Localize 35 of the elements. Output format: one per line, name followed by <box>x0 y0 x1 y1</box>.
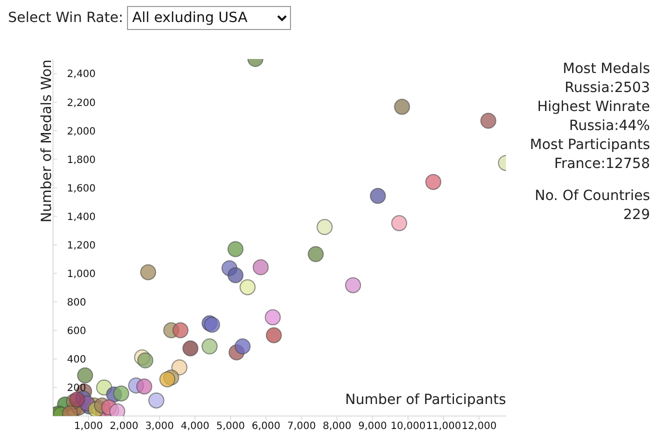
y-tick-label: 600 <box>67 326 86 337</box>
y-tick-label: 800 <box>67 297 86 308</box>
x-tick-label: 3,000 <box>145 421 174 432</box>
x-tick-label: 12,000 <box>462 421 497 432</box>
y-tick-label: 2,400 <box>67 69 96 80</box>
text: Select Win Rate: <box>8 10 124 26</box>
x-tick-label: 5,000 <box>216 421 245 432</box>
text: Russia:44% <box>568 117 650 136</box>
text: Russia:2503 <box>564 79 650 98</box>
x-tick-label: 10,000 <box>390 421 426 432</box>
text: 229 <box>622 206 650 225</box>
y-tick-label: 1,000 <box>67 268 96 280</box>
y-axis-title: Number of Medals Won <box>39 60 55 222</box>
x-tick-label: 4,000 <box>180 421 210 432</box>
x-tick-label: 11,000 <box>426 421 462 432</box>
y-tick-label: 400 <box>67 354 86 366</box>
x-tick-label: 9,000 <box>358 421 387 432</box>
x-axis-title: Number of Participants <box>345 392 506 408</box>
y-tick-label: 2,200 <box>67 98 96 109</box>
x-tick-label: 1,000 <box>74 421 103 432</box>
text: All exluding USA <box>127 6 292 30</box>
x-tick-label: 7,000 <box>287 421 316 432</box>
y-tick-label: 2,000 <box>67 126 96 138</box>
y-tick-label: 1,200 <box>67 240 96 252</box>
y-tick-label: 1,400 <box>67 212 96 223</box>
text: France:12758 <box>553 155 650 174</box>
text: Most Medals <box>562 60 650 79</box>
x-tick-label: 8,000 <box>322 421 352 432</box>
x-tick-label: 2,000 <box>110 421 138 432</box>
x-tick-label: 6,000 <box>252 421 280 432</box>
text: Most Participants <box>530 136 650 155</box>
y-tick-label: 1,600 <box>67 183 96 194</box>
text: No. Of Countries <box>534 187 650 206</box>
y-tick-label: 1,800 <box>67 154 96 166</box>
text: Highest Winrate <box>536 98 650 117</box>
